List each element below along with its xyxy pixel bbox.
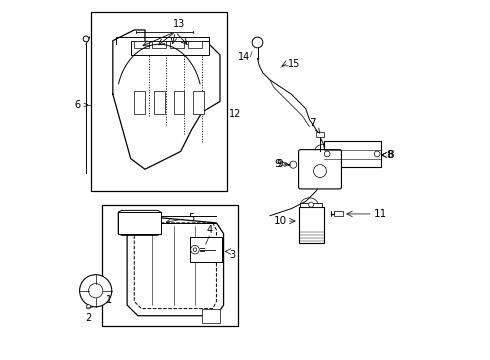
Text: 7: 7 (310, 118, 320, 133)
Bar (188, 41, 202, 48)
Text: 14: 14 (238, 52, 250, 62)
Bar (118, 212, 161, 234)
Bar (298, 207, 323, 243)
Text: 5: 5 (166, 212, 194, 224)
Circle shape (83, 36, 89, 42)
Bar (193, 91, 204, 114)
Text: 10: 10 (273, 216, 287, 226)
Text: 8: 8 (382, 150, 392, 160)
Text: 1: 1 (106, 295, 112, 305)
Text: 2: 2 (85, 313, 92, 323)
Bar (300, 203, 322, 207)
Text: 12: 12 (229, 109, 241, 119)
Bar (131, 41, 209, 55)
Circle shape (314, 165, 326, 177)
Text: 6: 6 (74, 100, 88, 110)
Bar (134, 91, 145, 114)
Circle shape (191, 246, 199, 254)
Circle shape (374, 151, 380, 157)
Bar (323, 141, 381, 167)
Text: 13: 13 (173, 19, 185, 29)
Bar (317, 132, 323, 137)
Text: 3: 3 (229, 250, 235, 260)
Bar (190, 237, 222, 262)
Bar (170, 41, 184, 48)
Bar (154, 91, 165, 114)
Bar (334, 211, 343, 216)
Circle shape (290, 161, 297, 168)
Text: 15: 15 (288, 59, 300, 69)
Bar (152, 41, 167, 48)
FancyBboxPatch shape (298, 150, 342, 189)
Bar (92, 12, 227, 191)
Bar (102, 205, 238, 327)
Bar (202, 309, 220, 323)
Circle shape (324, 151, 330, 157)
Circle shape (193, 248, 197, 251)
Circle shape (79, 275, 112, 307)
Text: 4: 4 (206, 225, 212, 235)
Bar (173, 91, 184, 114)
Text: 9: 9 (276, 159, 289, 169)
Circle shape (309, 202, 314, 207)
Circle shape (86, 305, 91, 309)
Text: 9: 9 (274, 159, 281, 169)
Circle shape (89, 284, 103, 298)
Circle shape (252, 37, 263, 48)
Bar (134, 41, 148, 48)
Text: 8: 8 (387, 150, 394, 160)
Text: 11: 11 (373, 209, 387, 219)
